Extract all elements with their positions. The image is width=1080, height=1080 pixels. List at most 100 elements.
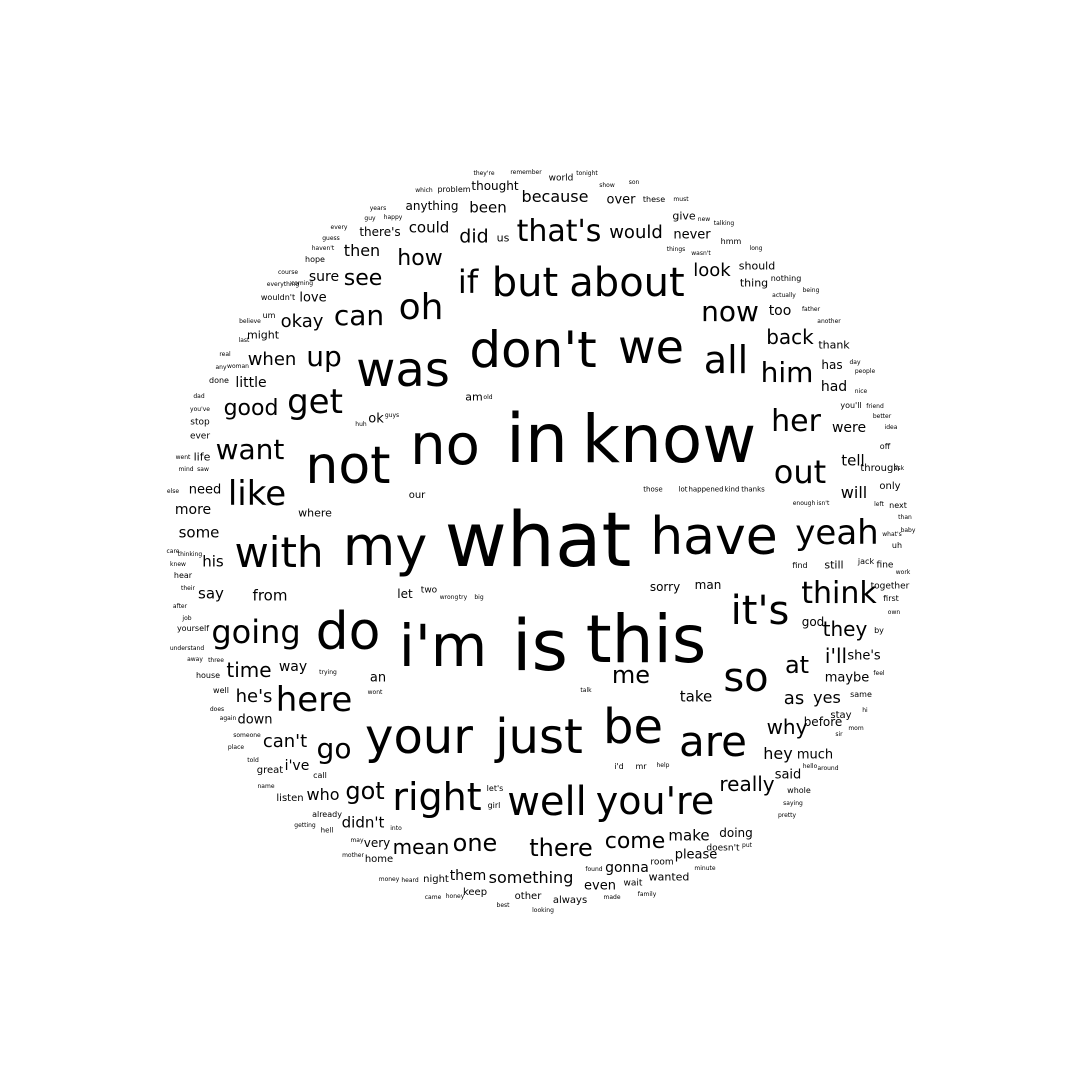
word: hey bbox=[763, 744, 793, 763]
word: think bbox=[801, 576, 877, 611]
word: left bbox=[874, 501, 884, 508]
word: hello bbox=[802, 763, 818, 770]
word: they're bbox=[473, 170, 495, 177]
word: guys bbox=[384, 412, 400, 419]
word: can bbox=[333, 299, 385, 332]
word: what's bbox=[882, 531, 902, 538]
word: idea bbox=[884, 424, 898, 431]
word: wont bbox=[367, 689, 383, 696]
word: course bbox=[277, 269, 299, 276]
word: together bbox=[870, 581, 910, 592]
word: may bbox=[350, 837, 364, 844]
word: got bbox=[345, 777, 385, 805]
word: through bbox=[860, 463, 900, 474]
word: coming bbox=[290, 280, 314, 287]
word: fine bbox=[876, 560, 894, 571]
word: talk bbox=[580, 687, 592, 694]
word: thought bbox=[471, 179, 519, 193]
word: said bbox=[774, 767, 802, 783]
word: happy bbox=[383, 214, 403, 221]
word: but bbox=[491, 260, 559, 306]
word: that's bbox=[516, 214, 602, 249]
word: people bbox=[854, 368, 876, 375]
word: am bbox=[465, 390, 483, 404]
word: doing bbox=[719, 826, 753, 840]
word: yeah bbox=[795, 513, 879, 553]
word: wouldn't bbox=[260, 293, 296, 302]
word: you've bbox=[190, 406, 210, 413]
word: around bbox=[817, 765, 839, 772]
word: us bbox=[496, 231, 510, 245]
word: remember bbox=[510, 169, 542, 176]
word: this bbox=[585, 601, 707, 678]
word: into bbox=[390, 825, 402, 832]
word: were bbox=[831, 420, 867, 436]
word: call bbox=[313, 771, 327, 780]
word: try bbox=[458, 594, 468, 601]
word: sure bbox=[308, 269, 340, 285]
word: last bbox=[238, 337, 250, 344]
word: just bbox=[495, 709, 583, 765]
word: down bbox=[237, 712, 273, 728]
word: some bbox=[178, 523, 220, 542]
word: baby bbox=[900, 527, 916, 534]
word: where bbox=[298, 506, 332, 520]
word: any bbox=[215, 364, 227, 371]
word: son bbox=[628, 179, 640, 186]
word: at bbox=[784, 651, 810, 679]
word: want bbox=[215, 433, 285, 466]
word: which bbox=[415, 187, 433, 194]
word: time bbox=[226, 658, 272, 682]
word: one bbox=[452, 829, 498, 857]
word: hope bbox=[305, 255, 325, 264]
word: now bbox=[701, 295, 759, 328]
word: do bbox=[315, 602, 381, 662]
word: knew bbox=[170, 561, 186, 568]
word: does bbox=[209, 706, 225, 713]
word: thanks bbox=[741, 485, 765, 494]
word: too bbox=[768, 303, 792, 319]
word: what bbox=[444, 495, 632, 584]
word: right bbox=[392, 775, 482, 819]
word: maybe bbox=[824, 670, 870, 686]
word: jack bbox=[857, 557, 875, 566]
word: hell bbox=[320, 826, 334, 835]
word: mom bbox=[848, 725, 864, 732]
word: money bbox=[378, 876, 400, 883]
word: we bbox=[618, 320, 684, 374]
word: understand bbox=[169, 645, 205, 652]
word: my bbox=[342, 515, 428, 578]
word: even bbox=[584, 878, 616, 894]
word: work bbox=[895, 569, 911, 576]
word: you're bbox=[595, 779, 715, 823]
word: with bbox=[234, 528, 324, 577]
word: was bbox=[356, 342, 450, 398]
word: trying bbox=[319, 669, 337, 676]
word: honey bbox=[445, 893, 465, 900]
word: very bbox=[363, 836, 391, 850]
word: should bbox=[738, 259, 776, 273]
word: than bbox=[898, 514, 912, 521]
word: please bbox=[674, 847, 718, 863]
word: mother bbox=[342, 852, 364, 859]
word: before bbox=[803, 715, 843, 729]
word: could bbox=[408, 218, 450, 237]
word: an bbox=[369, 670, 387, 686]
word: all bbox=[703, 338, 749, 382]
word: own bbox=[887, 609, 901, 616]
word: same bbox=[850, 690, 872, 699]
word: job bbox=[182, 615, 192, 622]
word: being bbox=[802, 287, 820, 294]
word: didn't bbox=[341, 813, 385, 832]
word: nothing bbox=[770, 274, 802, 283]
word: place bbox=[227, 744, 245, 751]
word: other bbox=[514, 891, 542, 902]
word: have bbox=[650, 507, 778, 567]
word: real bbox=[219, 351, 231, 358]
word: these bbox=[642, 195, 666, 204]
word: out bbox=[773, 453, 827, 491]
word: guess bbox=[322, 235, 340, 242]
word: isn't bbox=[816, 500, 830, 507]
word: know bbox=[581, 401, 757, 478]
word: really bbox=[719, 772, 775, 796]
